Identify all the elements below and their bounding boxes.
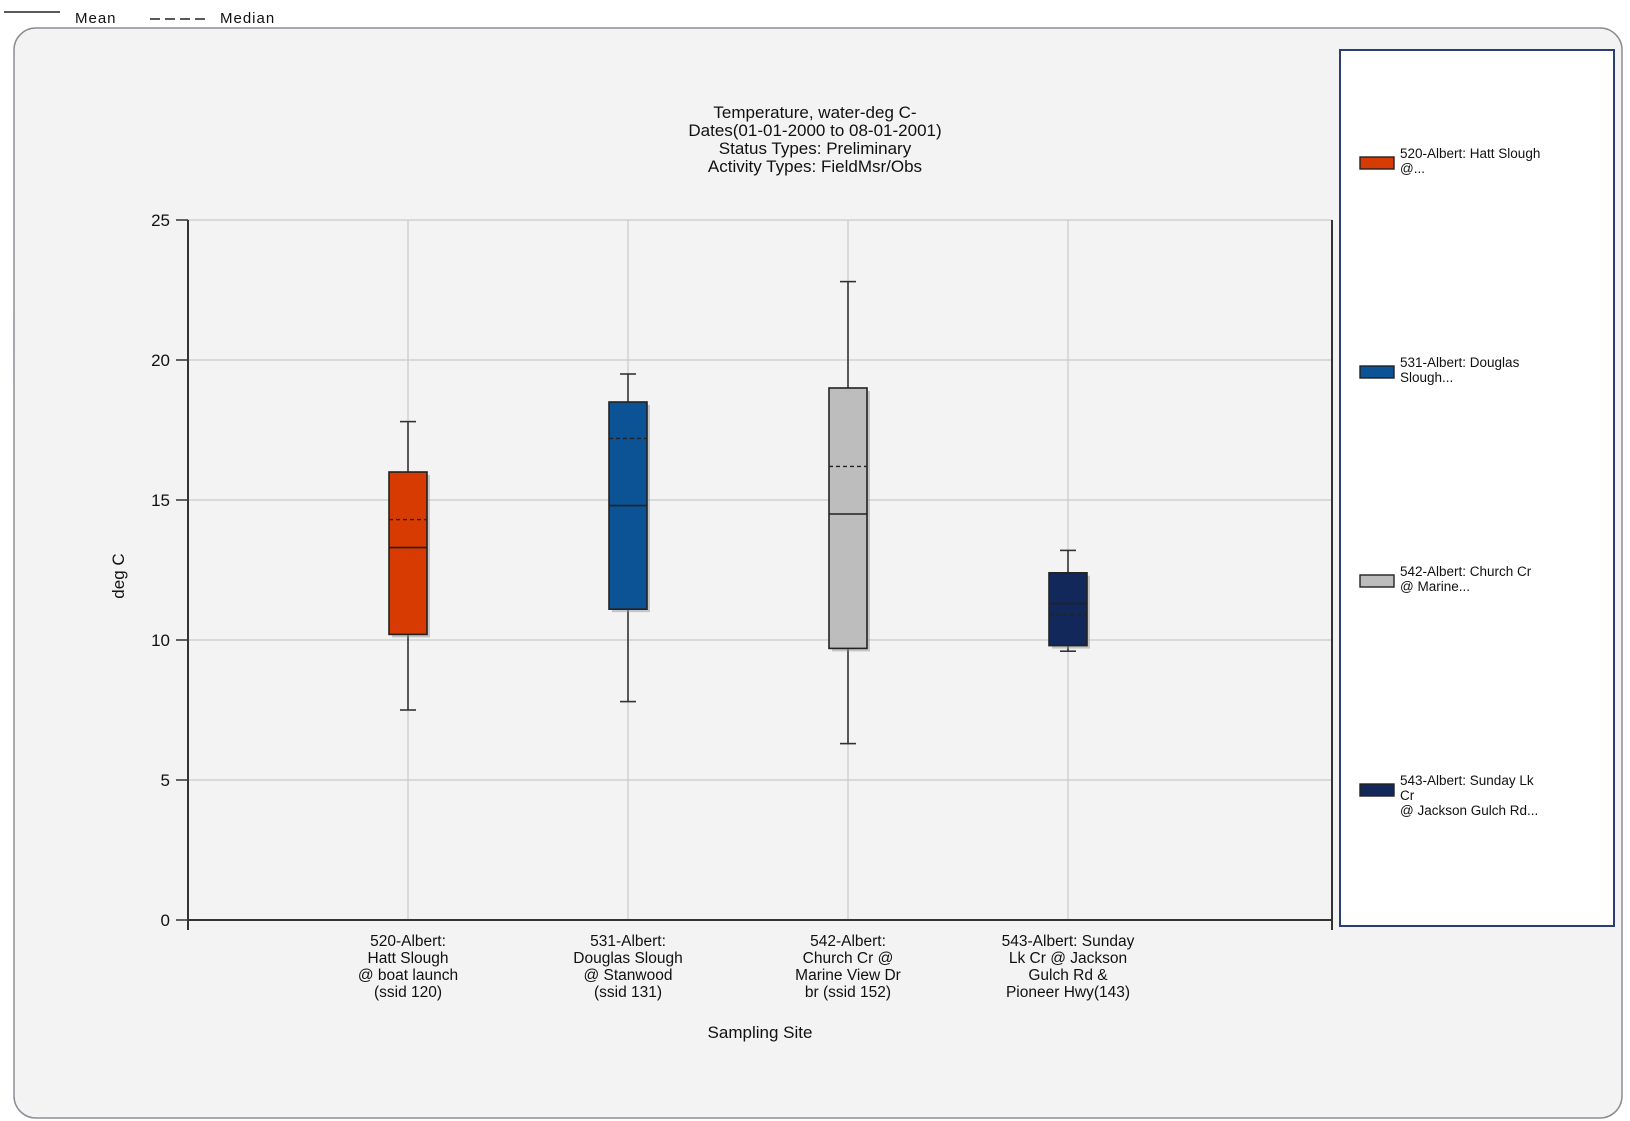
category-label-line: 543-Albert: Sunday	[1002, 933, 1135, 950]
chart-title-line-4: Activity Types: FieldMsr/Obs	[708, 157, 922, 176]
iqr-box	[388, 471, 428, 636]
y-tick-label: 0	[161, 911, 170, 930]
category-labels: 520-Albert:Hatt Slough@ boat launch(ssid…	[358, 933, 1135, 1001]
category-label-line: (ssid 120)	[374, 984, 442, 1001]
top-key: Mean Median	[4, 10, 275, 27]
legend-label-line: Cr	[1400, 788, 1415, 803]
x-axis-title: Sampling Site	[708, 1023, 813, 1042]
legend-entries: 520-Albert: Hatt Slough@... 531-Albert: D…	[1359, 146, 1540, 818]
category-label-line: Church Cr @	[803, 950, 894, 967]
legend-swatch	[1359, 783, 1395, 797]
legend	[1339, 49, 1615, 927]
category-label-line: Pioneer Hwy(143)	[1006, 984, 1130, 1001]
mean-key-label: Mean	[75, 10, 117, 27]
y-tick-label: 25	[151, 211, 170, 230]
chart-frame	[13, 27, 1623, 1119]
legend-swatch	[1359, 365, 1395, 379]
legend-label-line: 543-Albert: Sunday Lk	[1400, 773, 1534, 788]
box-plot-1	[388, 420, 430, 711]
y-axis-title: deg C	[109, 553, 128, 598]
category-label-line: br (ssid 152)	[805, 984, 891, 1001]
category-label-line: Douglas Slough	[573, 950, 682, 967]
legend-entry-2: 531-Albert: DouglasSlough...	[1359, 355, 1520, 385]
legend-label-line: @ Marine...	[1400, 579, 1470, 594]
chart-title-line-3: Status Types: Preliminary	[719, 139, 912, 158]
legend-label-line: Slough...	[1400, 370, 1453, 385]
chart-title-line-2: Dates(01-01-2000 to 08-01-2001)	[688, 121, 941, 140]
legend-label-line: @...	[1400, 161, 1425, 176]
category-label-line: Gulch Rd &	[1028, 967, 1108, 984]
y-tick-label: 10	[151, 631, 170, 650]
legend-label-line: 520-Albert: Hatt Slough	[1400, 146, 1540, 161]
y-tick-label: 15	[151, 491, 170, 510]
box-plot-2	[608, 373, 650, 703]
category-label-line: @ boat launch	[358, 967, 458, 984]
chart-title-line-1: Temperature, water-deg C-	[713, 103, 916, 122]
category-label-line: Marine View Dr	[795, 967, 901, 984]
category-label-line: 542-Albert:	[810, 933, 886, 950]
iqr-box	[1048, 571, 1088, 647]
box-plot-3	[828, 280, 870, 745]
category-label-line: Lk Cr @ Jackson	[1009, 950, 1127, 967]
iqr-box	[828, 387, 868, 650]
legend-entry-1: 520-Albert: Hatt Slough@...	[1359, 146, 1540, 176]
box-plots	[388, 280, 1090, 745]
category-label-line: (ssid 131)	[594, 984, 662, 1001]
y-tick-label: 20	[151, 351, 170, 370]
category-label-line: @ Stanwood	[584, 967, 673, 984]
legend-swatch	[1359, 574, 1395, 588]
legend-label-line: 531-Albert: Douglas	[1400, 355, 1520, 370]
legend-label-line: @ Jackson Gulch Rd...	[1400, 803, 1538, 818]
category-label-line: 520-Albert:	[370, 933, 446, 950]
axes: 0 5 10 15 20 25	[151, 211, 1333, 930]
legend-label-line: 542-Albert: Church Cr	[1400, 564, 1532, 579]
y-tick-label: 5	[161, 771, 170, 790]
median-key-label: Median	[220, 10, 275, 27]
box-plot-4	[1048, 549, 1090, 653]
category-label-line: Hatt Slough	[368, 950, 449, 967]
category-label-line: 531-Albert:	[590, 933, 666, 950]
legend-entry-3: 542-Albert: Church Cr@ Marine...	[1359, 564, 1532, 594]
legend-swatch	[1359, 156, 1395, 170]
